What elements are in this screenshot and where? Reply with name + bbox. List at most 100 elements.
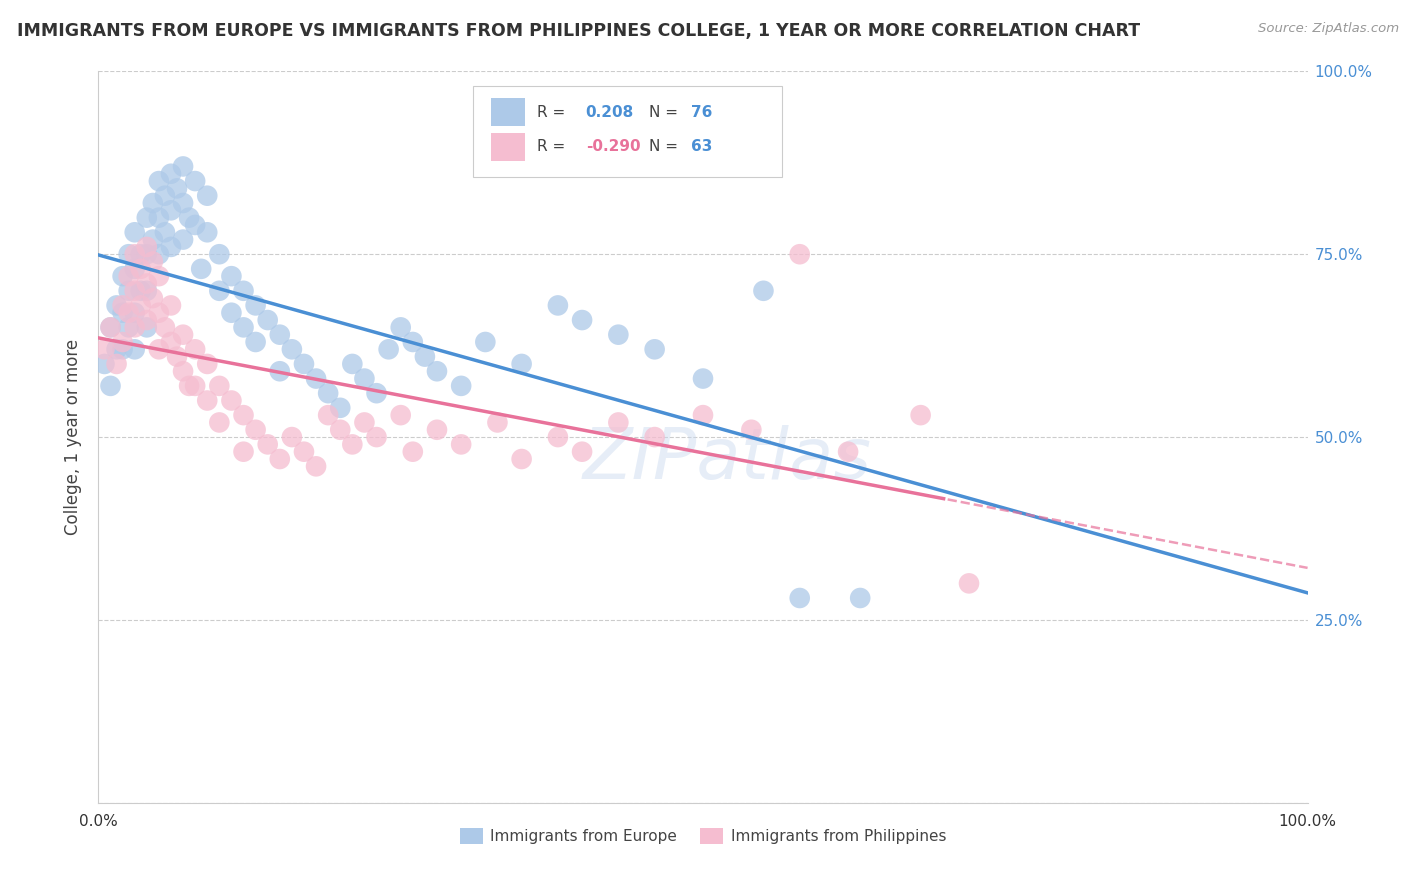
Bar <box>492 98 526 126</box>
Point <box>232 408 254 422</box>
Point <box>281 430 304 444</box>
Point <box>329 401 352 415</box>
Point <box>305 459 328 474</box>
Point <box>547 430 569 444</box>
Point <box>160 240 183 254</box>
Point <box>789 247 811 261</box>
Point <box>111 269 134 284</box>
Point <box>135 211 157 225</box>
Point <box>118 269 141 284</box>
Point <box>124 261 146 276</box>
Point <box>957 576 980 591</box>
Point <box>571 313 593 327</box>
Point <box>142 196 165 211</box>
Point <box>221 393 243 408</box>
Text: -0.290: -0.290 <box>586 139 640 154</box>
Point <box>100 379 122 393</box>
Text: 76: 76 <box>690 105 713 120</box>
Point <box>135 247 157 261</box>
Point <box>607 416 630 430</box>
Point <box>148 174 170 188</box>
Text: IMMIGRANTS FROM EUROPE VS IMMIGRANTS FROM PHILIPPINES COLLEGE, 1 YEAR OR MORE CO: IMMIGRANTS FROM EUROPE VS IMMIGRANTS FRO… <box>17 22 1140 40</box>
Y-axis label: College, 1 year or more: College, 1 year or more <box>65 339 83 535</box>
Point <box>105 343 128 357</box>
Point <box>93 343 115 357</box>
Point <box>118 284 141 298</box>
Bar <box>492 133 526 161</box>
Point <box>413 350 436 364</box>
Point <box>195 357 218 371</box>
Point <box>124 343 146 357</box>
Point <box>450 437 472 451</box>
Point <box>153 188 176 202</box>
Point <box>172 196 194 211</box>
Point <box>607 327 630 342</box>
Point <box>153 320 176 334</box>
Point <box>129 284 152 298</box>
Point <box>256 437 278 451</box>
Point <box>232 320 254 334</box>
Point <box>148 211 170 225</box>
Point <box>172 160 194 174</box>
Point <box>221 306 243 320</box>
Point <box>208 416 231 430</box>
Point <box>135 320 157 334</box>
Point <box>510 452 533 467</box>
Point <box>160 203 183 218</box>
Point <box>124 284 146 298</box>
Point <box>292 444 315 458</box>
Point <box>837 444 859 458</box>
Point <box>184 174 207 188</box>
Point <box>316 386 339 401</box>
Point <box>547 298 569 312</box>
Point <box>402 444 425 458</box>
Point <box>281 343 304 357</box>
Point <box>160 167 183 181</box>
Point <box>142 233 165 247</box>
Text: 63: 63 <box>690 139 713 154</box>
Point <box>256 313 278 327</box>
Point <box>111 334 134 349</box>
Point <box>245 423 267 437</box>
Point <box>740 423 762 437</box>
Point <box>124 320 146 334</box>
Point <box>305 371 328 385</box>
Point <box>292 357 315 371</box>
Point <box>910 408 932 422</box>
Point <box>100 320 122 334</box>
Point <box>111 306 134 320</box>
Point <box>849 591 872 605</box>
Point <box>208 247 231 261</box>
Point <box>166 350 188 364</box>
Point <box>129 298 152 312</box>
Point <box>148 269 170 284</box>
Point <box>571 444 593 458</box>
Point <box>135 284 157 298</box>
Point <box>100 320 122 334</box>
Point <box>269 327 291 342</box>
Point <box>644 343 666 357</box>
Point <box>118 320 141 334</box>
Point <box>160 334 183 349</box>
Point <box>353 371 375 385</box>
Point <box>269 452 291 467</box>
Point <box>450 379 472 393</box>
Point <box>105 357 128 371</box>
Point <box>474 334 496 349</box>
Point <box>190 261 212 276</box>
Point <box>329 423 352 437</box>
Point <box>208 379 231 393</box>
Text: 0.208: 0.208 <box>586 105 634 120</box>
Text: Source: ZipAtlas.com: Source: ZipAtlas.com <box>1258 22 1399 36</box>
Point <box>389 408 412 422</box>
Point <box>129 261 152 276</box>
Text: N =: N = <box>648 139 678 154</box>
Point <box>342 357 364 371</box>
Point <box>692 408 714 422</box>
Point <box>142 291 165 305</box>
Point <box>644 430 666 444</box>
Point <box>232 444 254 458</box>
Point <box>316 408 339 422</box>
Point <box>142 254 165 268</box>
Point <box>160 298 183 312</box>
